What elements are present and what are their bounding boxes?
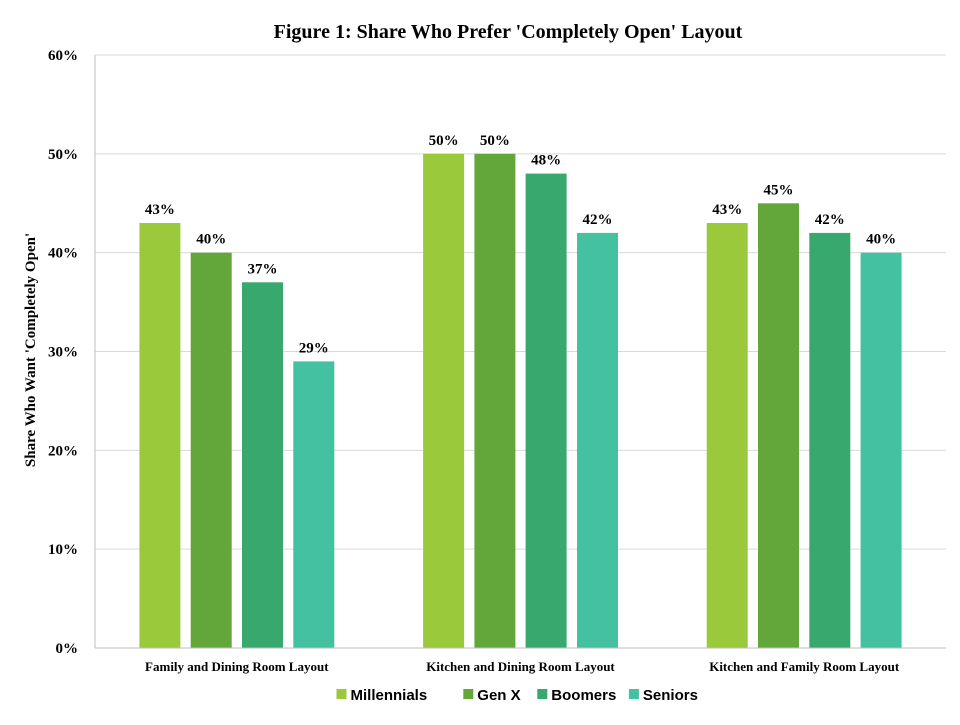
y-tick-label: 30% bbox=[48, 345, 78, 361]
x-category-label: Kitchen and Family Room Layout bbox=[709, 659, 900, 674]
bar-gen-x bbox=[474, 153, 516, 649]
y-tick-label: 10% bbox=[48, 542, 78, 558]
x-category-label: Kitchen and Dining Room Layout bbox=[426, 659, 615, 674]
data-labels: 43% 40% 37% 29% 50% 50% 48% 42% 43% 45% 42% 40% bbox=[145, 133, 896, 357]
data-label: 43% bbox=[712, 202, 742, 218]
legend-label: Boomers bbox=[551, 687, 616, 704]
bar-seniors bbox=[293, 361, 335, 648]
bar-millennials bbox=[706, 223, 748, 648]
y-axis-label: Share Who Want 'Completely Open' bbox=[23, 233, 39, 467]
legend-label: Seniors bbox=[643, 687, 698, 704]
legend-label: Gen X bbox=[477, 687, 520, 704]
data-label: 40% bbox=[196, 232, 226, 248]
legend-item: Boomers bbox=[537, 687, 616, 704]
bars bbox=[139, 153, 902, 649]
bar-boomers bbox=[242, 282, 283, 648]
legend-swatch bbox=[628, 689, 639, 699]
data-label: 40% bbox=[866, 232, 896, 248]
x-category-label: Family and Dining Room Layout bbox=[145, 659, 329, 674]
bar-gen-x bbox=[758, 203, 799, 649]
y-tick-label: 60% bbox=[48, 48, 78, 64]
bar-seniors bbox=[577, 232, 618, 648]
legend-item: Millennials bbox=[336, 687, 428, 704]
y-tick-label: 20% bbox=[48, 443, 78, 459]
legend-item: Gen X bbox=[463, 687, 521, 704]
legend: Millennials Gen X Boomers Seniors bbox=[336, 687, 698, 704]
legend-swatch bbox=[463, 689, 474, 699]
legend-swatch bbox=[537, 689, 548, 699]
chart-title: Figure 1: Share Who Prefer 'Completely O… bbox=[274, 21, 743, 43]
legend-label: Millennials bbox=[351, 687, 428, 704]
gridlines bbox=[95, 54, 946, 550]
data-label: 43% bbox=[145, 202, 175, 218]
data-label: 50% bbox=[480, 133, 510, 149]
y-tick-label: 40% bbox=[48, 246, 78, 262]
bar-millennials bbox=[423, 153, 465, 649]
y-tick-label: 0% bbox=[56, 641, 79, 657]
legend-swatch bbox=[336, 689, 347, 699]
data-label: 29% bbox=[299, 340, 329, 356]
data-label: 50% bbox=[429, 133, 459, 149]
data-label: 45% bbox=[764, 182, 794, 198]
legend-item: Seniors bbox=[628, 687, 698, 704]
y-tick-label: 50% bbox=[48, 147, 78, 163]
axes: 0% 10% 20% 30% 40% 50% 60% Family and Dining Ro… bbox=[48, 48, 946, 674]
bar-seniors bbox=[860, 252, 902, 648]
bar-millennials bbox=[139, 223, 181, 648]
bar-boomers bbox=[809, 232, 851, 648]
bar-gen-x bbox=[190, 252, 232, 648]
data-label: 42% bbox=[583, 212, 613, 228]
data-label: 48% bbox=[531, 153, 561, 169]
bar-boomers bbox=[525, 173, 567, 648]
data-label: 42% bbox=[815, 212, 845, 228]
data-label: 37% bbox=[248, 261, 278, 277]
